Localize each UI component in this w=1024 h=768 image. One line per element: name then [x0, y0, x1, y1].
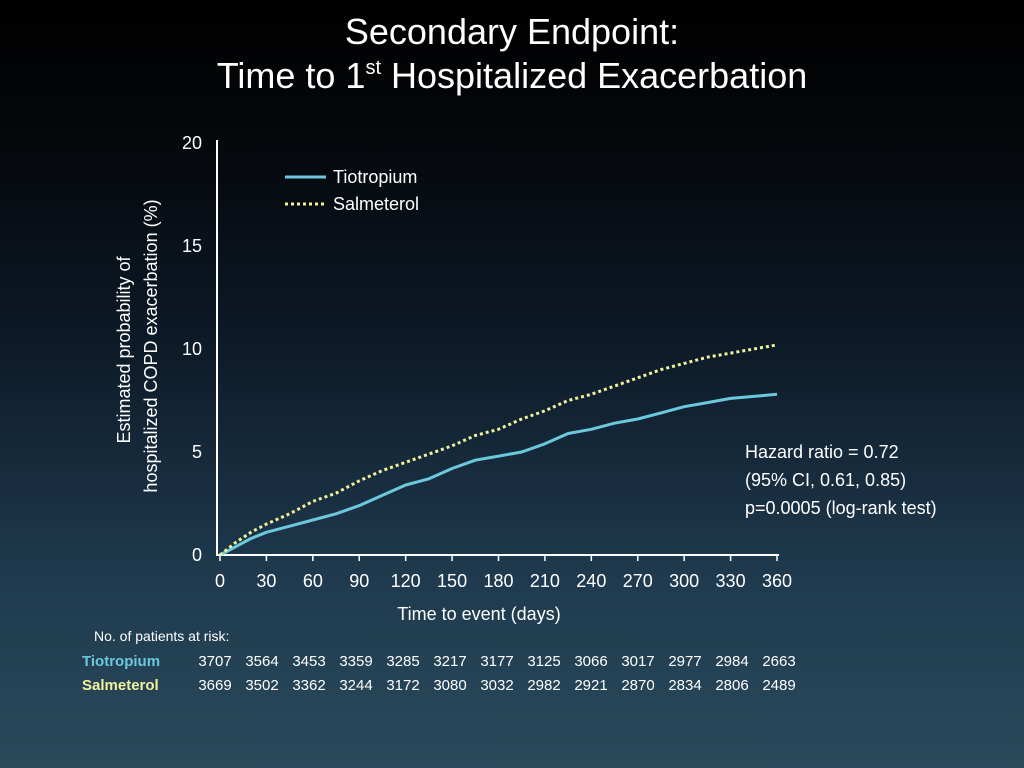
y-tick-label: 20: [182, 133, 202, 153]
x-tick-label: 0: [215, 571, 225, 591]
title-line-2-superscript: st: [365, 57, 382, 79]
risk-cell: 3502: [245, 677, 279, 694]
legend-label-tiotropium: Tiotropium: [333, 167, 417, 187]
title-line-2-suffix: Hospitalized Exacerbation: [381, 55, 808, 96]
risk-cell: 2982: [527, 677, 561, 694]
x-tick-label: 300: [669, 571, 699, 591]
x-tick-label: 30: [256, 571, 276, 591]
y-tick-label: 0: [192, 545, 202, 565]
x-tick-label: 150: [437, 571, 467, 591]
x-axis-label: Time to event (days): [397, 604, 560, 624]
x-tick-label: 270: [623, 571, 653, 591]
chart-axes: 0 30 60 90 120 150 180 210 240 270 300 330 360 0 5 10 15…: [182, 133, 792, 591]
risk-cell: 3244: [339, 677, 373, 694]
risk-cell: 3707: [198, 653, 232, 670]
risk-cell: 2977: [668, 653, 702, 670]
risk-row-label: Salmeterol: [82, 677, 159, 694]
risk-cell: 3066: [574, 653, 608, 670]
risk-cell: 3032: [480, 677, 514, 694]
title-line-1: Secondary Endpoint:: [344, 11, 680, 52]
risk-cell: 2489: [762, 677, 796, 694]
risk-cell: 3564: [245, 653, 279, 670]
risk-cell: 3080: [433, 677, 467, 694]
risk-cell: 3172: [386, 677, 420, 694]
x-tick-label: 180: [483, 571, 513, 591]
x-tick-label: 330: [716, 571, 746, 591]
p-value-text: p=0.0005 (log-rank test): [745, 498, 937, 518]
y-tick-label: 5: [192, 442, 202, 462]
series-line-tiotropium: [219, 392, 778, 557]
slide-title: Secondary Endpoint: Time to 1st Hospital…: [0, 10, 1024, 98]
x-tick-label: 360: [762, 571, 792, 591]
y-axis-label-line-1: Estimated probability of: [114, 255, 134, 443]
risk-cell: 2834: [668, 677, 702, 694]
title-line-2-prefix: Time to 1: [216, 55, 366, 96]
x-tick-label: 210: [530, 571, 560, 591]
chart-legend: Tiotropium Salmeterol: [285, 167, 419, 214]
hazard-ratio-text: Hazard ratio = 0.72: [745, 442, 899, 462]
risk-cell: 2921: [574, 677, 608, 694]
patients-at-risk-caption: No. of patients at risk:: [94, 628, 230, 644]
risk-cell: 2984: [715, 653, 749, 670]
risk-cell: 3177: [480, 653, 514, 670]
risk-cell: 3017: [621, 653, 655, 670]
risk-cell: 2663: [762, 653, 796, 670]
risk-row-salmeterol: Salmeterol 3669 3502 3362 3244 3172 3080 3032 29…: [0, 677, 1024, 699]
x-tick-label: 240: [576, 571, 606, 591]
x-tick-label: 90: [349, 571, 369, 591]
risk-cell: 3453: [292, 653, 326, 670]
y-tick-label: 15: [182, 236, 202, 256]
hazard-ratio-annotation: Hazard ratio = 0.72 (95% CI, 0.61, 0.85)…: [745, 438, 937, 522]
title-line-2: Time to 1st Hospitalized Exacerbation: [0, 54, 1024, 98]
risk-cell: 2806: [715, 677, 749, 694]
chart-series-layer: [219, 343, 778, 557]
y-tick-label: 10: [182, 339, 202, 359]
risk-cell: 2870: [621, 677, 655, 694]
risk-row-tiotropium: Tiotropium 3707 3564 3453 3359 3285 3217 3177 31…: [0, 653, 1024, 675]
legend-label-salmeterol: Salmeterol: [333, 194, 419, 214]
risk-cell: 3362: [292, 677, 326, 694]
series-line-salmeterol: [219, 343, 778, 557]
risk-row-label: Tiotropium: [82, 653, 161, 670]
x-tick-label: 60: [303, 571, 323, 591]
risk-cell: 3359: [339, 653, 373, 670]
risk-cell: 3669: [198, 677, 232, 694]
confidence-interval-text: (95% CI, 0.61, 0.85): [745, 470, 907, 490]
x-tick-label: 120: [391, 571, 421, 591]
risk-cell: 3125: [527, 653, 561, 670]
risk-cell: 3217: [433, 653, 467, 670]
risk-cell: 3285: [386, 653, 420, 670]
y-axis-label-line-2: hospitalized COPD exacerbation (%): [141, 199, 161, 492]
